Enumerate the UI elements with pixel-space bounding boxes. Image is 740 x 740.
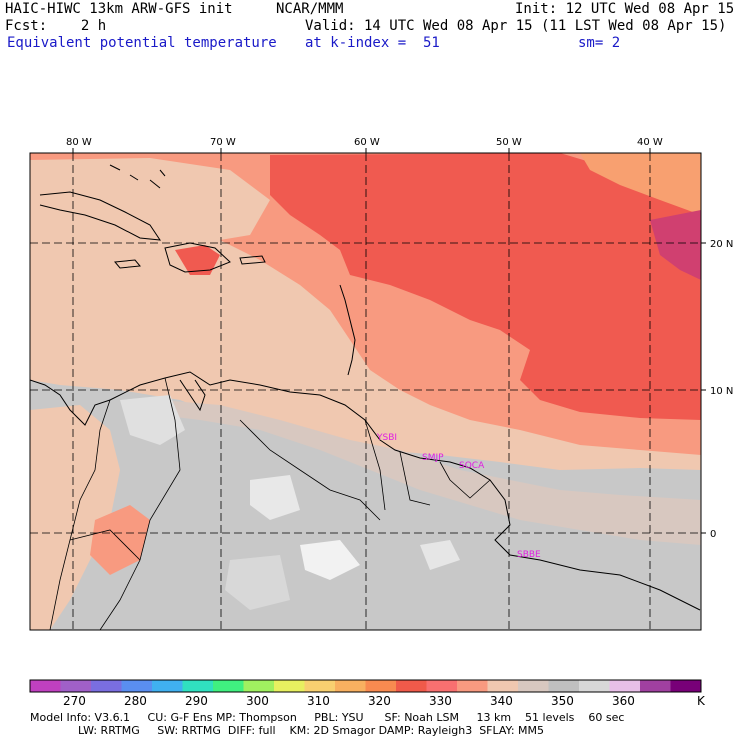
border-guyana (364, 419, 386, 511)
smoothing-label: sm= 2 (578, 35, 621, 51)
lon-label-80w: 80 W (66, 137, 92, 148)
caribbean-peach (30, 158, 270, 245)
hispaniola-red (175, 245, 220, 275)
colorbar-swatch (518, 680, 549, 692)
colombia-peach (30, 405, 120, 630)
init-time: Init: 12 UTC Wed 08 Apr 15 (515, 1, 735, 17)
light-patch-2 (250, 475, 300, 520)
light-patch-1 (120, 395, 185, 445)
cuba-coast (39, 191, 162, 241)
colorbar-label-300: 300 (246, 694, 269, 708)
light-patch-5 (225, 555, 290, 610)
colorbar-label-320: 320 (368, 694, 391, 708)
bahamas (109, 164, 166, 189)
colorbar-swatch (213, 680, 244, 692)
colorbar-swatch (182, 680, 214, 692)
borders (49, 377, 491, 630)
ticks (72, 148, 706, 534)
colorbar-label-330: 330 (429, 694, 452, 708)
colorbar-swatch (60, 680, 92, 692)
model-info-line2: LW: RRTMG SW: RRTMG DIFF: full KM: 2D Sm… (78, 724, 544, 737)
colorbar-label-310: 310 (307, 694, 330, 708)
antilles-chain (339, 284, 356, 376)
border-venezuela-brazil (239, 419, 381, 521)
colorbar-swatch (152, 680, 183, 692)
valid-time: Valid: 14 UTC Wed 08 Apr 15 (11 LST Wed … (305, 18, 727, 34)
model-title: HAIC-HIWC 13km ARW-GFS init (5, 1, 233, 17)
colorbar-swatch (640, 680, 671, 692)
light-patch-3 (300, 540, 360, 580)
central-america (30, 379, 111, 426)
puerto-rico-coast (239, 255, 266, 265)
border-colombia-west (49, 399, 111, 630)
colorbar-swatch (335, 680, 366, 692)
colorbar-swatch (304, 680, 336, 692)
org-label: NCAR/MMM (276, 1, 344, 17)
lat-label-0: 0 (710, 529, 716, 540)
colorbar (29, 679, 702, 693)
magenta-patch (650, 210, 701, 280)
field-name: Equivalent potential temperature (7, 35, 277, 51)
colorbar-label-280: 280 (124, 694, 147, 708)
jamaica-coast (114, 259, 141, 269)
lon-label-50w: 50 W (496, 137, 522, 148)
forecast-hour: Fcst: 2 h (5, 18, 107, 34)
orange-corner (580, 153, 701, 215)
colorbar-swatch (396, 680, 427, 692)
colorbar-label-340: 340 (490, 694, 513, 708)
colorbar-label-350: 350 (551, 694, 574, 708)
tan-band (160, 400, 701, 545)
lat-label-10n: 10 N (710, 386, 733, 397)
colorbar-label-290: 290 (185, 694, 208, 708)
colorbar-swatch (243, 680, 275, 692)
sa-north-coast (109, 371, 701, 611)
grey-interior (30, 410, 701, 630)
station-soca: SOCA (459, 461, 485, 471)
light-patch-4 (420, 540, 460, 570)
colorbar-swatch (457, 680, 488, 692)
lon-label-40w: 40 W (637, 137, 663, 148)
hispaniola-coast (164, 242, 231, 273)
colorbar-unit: K (697, 694, 705, 708)
border-fr-guiana (439, 461, 491, 499)
lat-label-20n: 20 N (710, 239, 733, 250)
station-ysbi: YSBI (376, 433, 397, 443)
colorbar-label-360: 360 (612, 694, 635, 708)
colorbar-swatch (548, 680, 580, 692)
station-smjp: SMJP (422, 453, 444, 463)
colorbar-swatch (670, 680, 702, 692)
border-colombia-venezuela (99, 377, 181, 630)
border-ecuador (69, 529, 141, 561)
colorbar-swatch (30, 680, 61, 692)
level-label: at k-index = 51 (305, 35, 440, 51)
colorbar-frame (29, 679, 702, 693)
field-shading (30, 153, 701, 630)
atlantic-red (270, 153, 701, 420)
border-suriname (399, 451, 431, 506)
colorbar-swatch (121, 680, 153, 692)
grid (30, 153, 701, 630)
colorbar-swatch (579, 680, 610, 692)
colorbar-label-270: 270 (63, 694, 86, 708)
lon-label-70w: 70 W (210, 137, 236, 148)
colorbar-swatch (91, 680, 122, 692)
colorbar-swatch (426, 680, 458, 692)
lon-label-60w: 60 W (354, 137, 380, 148)
colorbar-swatch (274, 680, 305, 692)
colorbar-swatch (487, 680, 519, 692)
model-info-line1: Model Info: V3.6.1 CU: G-F Ens MP: Thomp… (30, 711, 625, 724)
station-sbbe: SBBE (517, 550, 541, 560)
colorbar-swatch (609, 680, 641, 692)
colorbar-swatch (365, 680, 397, 692)
